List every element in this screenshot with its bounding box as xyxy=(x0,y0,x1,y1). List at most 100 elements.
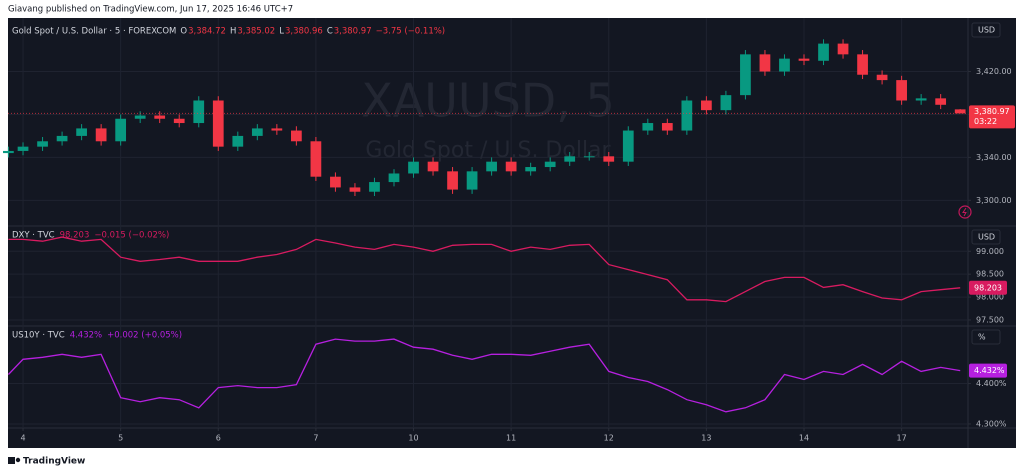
last-price-label: 3,380.97 xyxy=(974,107,1010,116)
candle-body xyxy=(115,118,127,142)
candle-body xyxy=(505,161,517,172)
last-value-tag xyxy=(969,363,1007,378)
y-tick-label: 4.400% xyxy=(976,379,1007,388)
candle-body xyxy=(154,115,166,119)
chart-background xyxy=(8,18,1016,448)
x-tick-label: 17 xyxy=(897,434,907,443)
legend-title: DXY · TVC xyxy=(12,231,55,241)
candle-body xyxy=(349,187,361,192)
candle-body xyxy=(212,100,224,147)
candle-body xyxy=(544,161,556,168)
currency-label: USD xyxy=(978,233,995,242)
legend-value: 3,380.96 xyxy=(285,27,323,37)
candle-body xyxy=(76,128,87,136)
candle-body xyxy=(37,141,48,147)
series-line xyxy=(7,338,961,413)
candle-body xyxy=(935,98,947,105)
candle-body xyxy=(388,173,400,183)
candle-body xyxy=(954,109,966,114)
y-tick-label: 4.300% xyxy=(976,419,1007,428)
currency-label: USD xyxy=(978,26,995,35)
series-line xyxy=(8,236,961,303)
candle-body xyxy=(681,100,693,131)
candle-body xyxy=(310,141,322,177)
candle-body xyxy=(818,43,829,61)
candle-body xyxy=(369,182,380,192)
candle-body xyxy=(876,74,888,81)
candle-body xyxy=(759,54,771,72)
candle-body xyxy=(622,130,634,162)
legend-change: +0.002 (+0.05%) xyxy=(107,331,182,341)
candle-body xyxy=(466,171,478,190)
x-tick-label: 14 xyxy=(799,434,809,443)
footer-logo xyxy=(8,457,21,464)
currency-box xyxy=(971,22,1001,38)
last-value-label: 4.432% xyxy=(974,366,1005,375)
legend-value: 3,380.97 xyxy=(334,27,372,37)
candle-body xyxy=(798,58,810,61)
x-tick-label: 12 xyxy=(604,434,614,443)
footer-brand: TradingView xyxy=(23,457,85,467)
candle-body xyxy=(779,58,790,72)
candle-body xyxy=(173,118,185,124)
candle-body xyxy=(17,146,29,151)
legend-key: L xyxy=(279,27,284,37)
legend-title: Gold Spot / U.S. Dollar · 5 · FOREXCOM xyxy=(12,27,176,37)
y-tick-label: 97.500 xyxy=(976,315,1004,324)
alert-icon[interactable] xyxy=(958,205,972,219)
marks-layer xyxy=(3,39,968,413)
last-value-tag xyxy=(969,280,1007,295)
legend-title: US10Y · TVC xyxy=(12,331,65,341)
countdown-label: 03:22 xyxy=(974,117,997,126)
candle-body xyxy=(661,123,673,131)
x-tick-label: 6 xyxy=(216,434,221,443)
x-tick-label: 11 xyxy=(506,434,516,443)
publisher-header: Giavang published on TradingView.com, Ju… xyxy=(8,5,293,15)
x-tick-label: 7 xyxy=(313,434,318,443)
legend-key: H xyxy=(230,27,236,37)
y-tick-label: 99.000 xyxy=(976,247,1004,256)
legend-value: 4.432% xyxy=(70,331,102,341)
candle-body xyxy=(3,150,14,154)
candle-body xyxy=(642,123,654,131)
candle-body xyxy=(251,128,263,136)
y-tick-label: 3,420.00 xyxy=(976,67,1012,76)
candle-body xyxy=(56,135,68,142)
legend-change: −0.015 (−0.02%) xyxy=(94,231,169,241)
legend-value: 98.203 xyxy=(60,231,90,241)
legend-change: −3.75 (−0.11%) xyxy=(376,27,446,37)
candle-body xyxy=(330,176,341,188)
y-tick-label: 3,340.00 xyxy=(976,153,1012,162)
candle-body xyxy=(564,156,576,162)
candle-body xyxy=(232,135,244,147)
legend-key: C xyxy=(327,27,333,37)
candle-body xyxy=(193,100,205,124)
last-value-label: 98.203 xyxy=(974,283,1002,292)
candle-body xyxy=(447,171,458,190)
watermark: XAUUSD, 5 xyxy=(361,74,614,128)
candle-body xyxy=(427,161,439,172)
candle-body xyxy=(603,156,615,162)
candle-body xyxy=(486,161,497,172)
candle-body xyxy=(95,128,107,142)
y-tick-label: 98.000 xyxy=(976,293,1004,302)
candle-body xyxy=(837,43,849,55)
candle-body xyxy=(740,54,751,96)
x-tick-label: 5 xyxy=(118,434,123,443)
x-tick-label: 13 xyxy=(701,434,711,443)
candle-body xyxy=(857,54,868,75)
currency-box xyxy=(971,329,1001,345)
legend-key: O xyxy=(180,27,187,37)
candle-body xyxy=(525,167,537,172)
y-tick-label: 98.500 xyxy=(976,270,1004,279)
candle-body xyxy=(291,130,302,142)
candle-body xyxy=(915,98,927,101)
candle-body xyxy=(701,100,712,111)
x-tick-label: 4 xyxy=(20,434,25,443)
candle-body xyxy=(408,161,419,174)
last-price-tag xyxy=(969,105,1015,129)
currency-box xyxy=(971,229,1001,245)
x-tick-label: 10 xyxy=(408,434,418,443)
